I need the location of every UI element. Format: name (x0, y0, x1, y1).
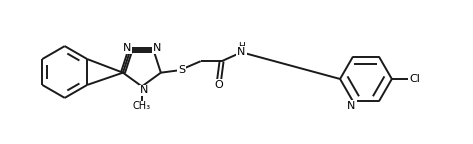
Text: O: O (215, 80, 223, 90)
Text: CH₃: CH₃ (133, 101, 151, 111)
Text: S: S (178, 65, 185, 75)
Text: N: N (153, 43, 161, 53)
Text: N: N (347, 101, 356, 111)
Text: N: N (123, 43, 131, 53)
Text: N: N (237, 47, 245, 57)
Text: Cl: Cl (409, 74, 420, 84)
Text: N: N (140, 85, 148, 95)
Text: H: H (238, 42, 245, 51)
